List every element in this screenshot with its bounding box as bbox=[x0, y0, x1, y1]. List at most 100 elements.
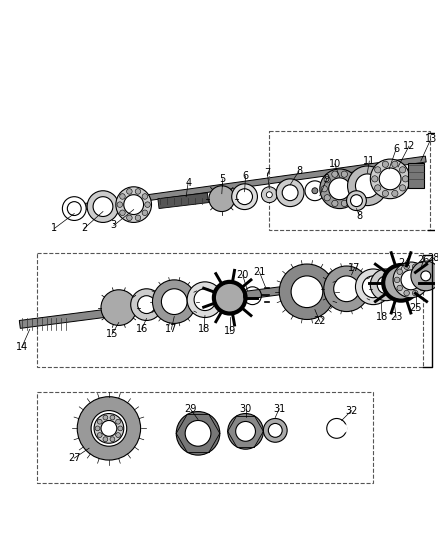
Circle shape bbox=[399, 185, 405, 191]
Circle shape bbox=[97, 419, 102, 424]
Text: 12: 12 bbox=[402, 141, 414, 151]
Circle shape bbox=[403, 290, 409, 296]
Circle shape bbox=[362, 276, 383, 298]
Circle shape bbox=[120, 193, 125, 199]
Circle shape bbox=[118, 426, 123, 431]
Text: 24: 24 bbox=[397, 258, 409, 268]
Circle shape bbox=[208, 186, 234, 212]
Bar bbox=[268, 131, 429, 230]
Circle shape bbox=[131, 289, 162, 320]
Circle shape bbox=[381, 161, 388, 167]
Text: 10: 10 bbox=[328, 159, 340, 169]
Text: 5: 5 bbox=[219, 174, 226, 184]
Circle shape bbox=[370, 269, 401, 301]
Circle shape bbox=[347, 166, 386, 206]
Circle shape bbox=[396, 285, 402, 291]
Circle shape bbox=[101, 421, 117, 437]
Circle shape bbox=[103, 415, 108, 420]
Circle shape bbox=[410, 261, 438, 291]
Circle shape bbox=[311, 188, 317, 193]
Bar bbox=[36, 392, 372, 483]
Circle shape bbox=[185, 421, 210, 446]
Text: 3: 3 bbox=[110, 221, 117, 230]
Circle shape bbox=[411, 264, 417, 270]
Circle shape bbox=[120, 210, 125, 215]
Circle shape bbox=[418, 269, 424, 274]
Polygon shape bbox=[158, 193, 208, 208]
Circle shape bbox=[135, 215, 141, 221]
Circle shape bbox=[110, 415, 115, 420]
Text: 9: 9 bbox=[323, 174, 329, 184]
Text: 6: 6 bbox=[242, 171, 248, 181]
Wedge shape bbox=[336, 425, 346, 432]
Circle shape bbox=[340, 171, 347, 177]
Circle shape bbox=[381, 190, 388, 197]
Circle shape bbox=[236, 189, 252, 205]
Circle shape bbox=[93, 197, 113, 216]
Text: 14: 14 bbox=[16, 342, 28, 352]
Circle shape bbox=[323, 176, 329, 183]
Circle shape bbox=[176, 411, 219, 455]
Text: 25: 25 bbox=[409, 303, 421, 312]
Text: 29: 29 bbox=[184, 403, 196, 414]
Text: 7: 7 bbox=[264, 168, 270, 178]
Text: 27: 27 bbox=[68, 453, 80, 463]
Circle shape bbox=[135, 189, 141, 194]
Circle shape bbox=[333, 276, 359, 302]
Circle shape bbox=[187, 282, 222, 318]
Circle shape bbox=[67, 201, 81, 215]
Circle shape bbox=[62, 197, 86, 221]
Circle shape bbox=[399, 167, 405, 173]
Text: 17: 17 bbox=[347, 263, 360, 273]
Circle shape bbox=[418, 285, 424, 291]
Text: 18: 18 bbox=[375, 312, 388, 322]
Circle shape bbox=[331, 171, 337, 177]
Circle shape bbox=[378, 168, 400, 190]
Circle shape bbox=[124, 195, 143, 214]
Circle shape bbox=[194, 289, 215, 311]
Circle shape bbox=[396, 269, 402, 274]
Text: 30: 30 bbox=[239, 403, 251, 414]
Circle shape bbox=[355, 174, 378, 198]
Polygon shape bbox=[69, 156, 425, 212]
Circle shape bbox=[231, 184, 257, 209]
Circle shape bbox=[91, 410, 127, 446]
Circle shape bbox=[161, 289, 187, 314]
Circle shape bbox=[152, 280, 196, 324]
Circle shape bbox=[235, 422, 255, 441]
Text: 2: 2 bbox=[81, 223, 87, 233]
Text: 13: 13 bbox=[424, 134, 436, 144]
Text: 28: 28 bbox=[427, 253, 438, 263]
Circle shape bbox=[77, 397, 140, 460]
Bar bbox=[36, 253, 422, 367]
Circle shape bbox=[94, 414, 124, 443]
Circle shape bbox=[268, 423, 282, 437]
Circle shape bbox=[142, 210, 147, 215]
Circle shape bbox=[371, 176, 377, 182]
Circle shape bbox=[126, 189, 132, 194]
Circle shape bbox=[402, 176, 408, 182]
Circle shape bbox=[103, 437, 108, 442]
Text: 21: 21 bbox=[253, 267, 265, 277]
Text: 6: 6 bbox=[392, 144, 398, 154]
Circle shape bbox=[348, 176, 354, 183]
Circle shape bbox=[403, 264, 409, 270]
Circle shape bbox=[374, 185, 380, 191]
Circle shape bbox=[116, 419, 120, 424]
Circle shape bbox=[97, 433, 102, 438]
Circle shape bbox=[263, 418, 286, 442]
Circle shape bbox=[116, 433, 120, 438]
Text: 22: 22 bbox=[313, 317, 325, 326]
Circle shape bbox=[227, 414, 263, 449]
Circle shape bbox=[346, 191, 366, 211]
Circle shape bbox=[290, 276, 322, 308]
Circle shape bbox=[340, 200, 347, 206]
Circle shape bbox=[276, 179, 303, 207]
Text: 32: 32 bbox=[345, 406, 357, 416]
Text: 8: 8 bbox=[295, 166, 301, 176]
Circle shape bbox=[126, 215, 132, 221]
Text: 17: 17 bbox=[165, 325, 177, 334]
Circle shape bbox=[400, 270, 420, 290]
Text: 31: 31 bbox=[272, 403, 285, 414]
Circle shape bbox=[117, 202, 122, 207]
